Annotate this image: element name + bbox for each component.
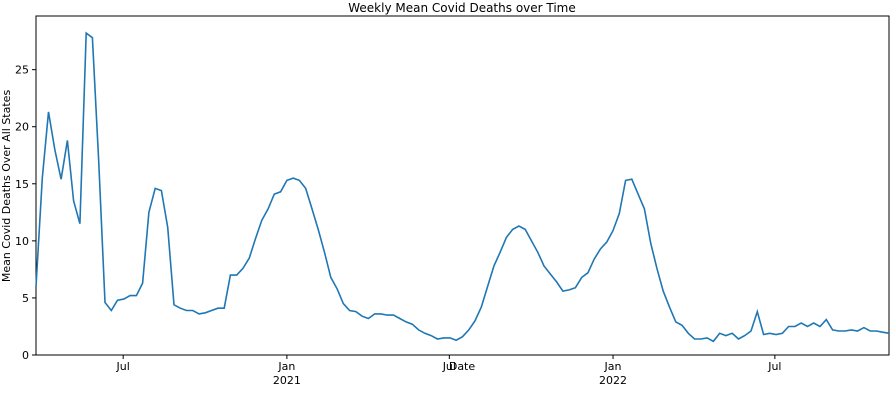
y-tick-label: 20	[15, 121, 29, 134]
y-tick-label: 25	[15, 64, 29, 77]
chart-title: Weekly Mean Covid Deaths over Time	[348, 1, 576, 15]
x-tick-label: Jan 2021	[273, 360, 301, 387]
y-tick-label: 0	[22, 349, 29, 362]
x-axis-label: Date	[449, 360, 476, 373]
y-tick-label: 10	[15, 235, 29, 248]
y-tick-label: 15	[15, 178, 29, 191]
x-tick-label: Jul	[767, 360, 781, 373]
x-tick-label: Jul	[116, 360, 130, 373]
plot-frame	[35, 15, 890, 356]
y-axis-label: Mean Covid Deaths Over All States	[0, 90, 13, 283]
x-tick-label: Jul	[442, 360, 456, 373]
data-line	[35, 31, 890, 343]
y-tick-label: 5	[22, 292, 29, 305]
x-tick-label: Jan 2022	[599, 360, 627, 387]
